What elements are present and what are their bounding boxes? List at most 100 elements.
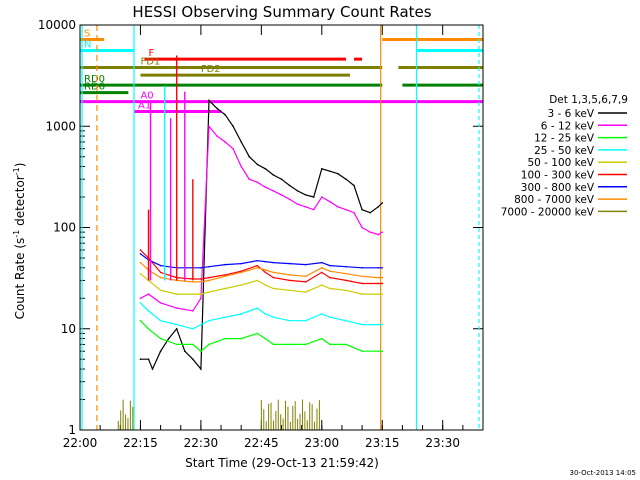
data-point [345, 319, 347, 322]
y-tick-label: 100 [53, 221, 76, 235]
data-point [139, 272, 142, 275]
x-tick-label: 22:45 [244, 436, 279, 450]
data-point [240, 165, 242, 168]
data-point [345, 279, 347, 282]
data-point [232, 147, 234, 150]
data-point [192, 310, 194, 312]
data-point [208, 276, 210, 279]
data-point [200, 278, 202, 280]
data-point [288, 262, 291, 265]
data-point [224, 274, 226, 276]
data-point [361, 266, 363, 269]
data-point [192, 343, 194, 346]
data-point [345, 178, 347, 180]
legend-label: 3 - 6 keV [547, 108, 594, 120]
data-point [256, 259, 259, 262]
data-point [224, 275, 226, 278]
data-point [345, 289, 347, 292]
data-point [345, 265, 347, 268]
data-point [377, 233, 380, 236]
data-point [175, 343, 178, 346]
data-point [280, 178, 283, 180]
data-point [256, 332, 259, 335]
legend-label: 50 - 100 keV [527, 157, 594, 169]
data-point [329, 276, 331, 279]
data-point [377, 323, 380, 326]
data-point [224, 287, 226, 290]
legend-label: 25 - 50 keV [534, 145, 595, 157]
data-point [264, 271, 267, 274]
data-point [288, 198, 291, 201]
flag-label: RD6 [84, 82, 105, 93]
data-point [208, 343, 210, 346]
data-point [264, 269, 267, 271]
data-point [381, 276, 384, 279]
data-point [381, 202, 384, 204]
data-point [337, 172, 339, 175]
data-point [288, 289, 291, 292]
data-point [139, 252, 142, 255]
y-tick-label: 1 [68, 423, 76, 437]
data-point [159, 276, 162, 279]
data-point [139, 358, 142, 361]
data-point [159, 271, 162, 274]
series-line [140, 253, 383, 269]
data-point [321, 284, 323, 286]
chart-title: HESSI Observing Summary Count Rates [132, 3, 431, 21]
data-point [224, 316, 226, 319]
data-point [312, 196, 315, 198]
data-point [321, 196, 323, 198]
data-point [175, 307, 178, 309]
data-point [272, 287, 275, 290]
series-line [140, 98, 383, 371]
data-point [272, 271, 275, 274]
data-point [240, 337, 242, 340]
data-point [381, 266, 384, 269]
x-tick-label: 23:30 [425, 436, 460, 450]
data-point [304, 319, 307, 322]
data-point [224, 263, 226, 266]
data-point [337, 206, 339, 208]
data-point [175, 323, 178, 326]
data-point [272, 174, 275, 176]
data-point [175, 327, 178, 330]
data-point [248, 178, 251, 180]
data-point [288, 319, 291, 322]
legend-label: 800 - 7000 keV [514, 194, 595, 206]
data-point [151, 368, 154, 370]
data-point [381, 293, 384, 295]
data-point [329, 316, 331, 319]
data-point [377, 206, 380, 208]
legend-title: Det 1,3,5,6,7,9 [549, 94, 628, 106]
data-point [361, 275, 363, 278]
data-point [381, 231, 384, 233]
legend-label: 12 - 25 keV [534, 133, 595, 145]
data-point [272, 276, 275, 279]
data-point [321, 271, 323, 274]
data-point [345, 343, 347, 346]
series-line [139, 262, 383, 283]
data-point [147, 358, 150, 361]
data-point [381, 350, 384, 353]
data-point [208, 319, 210, 322]
data-point [272, 316, 275, 319]
data-point [345, 208, 347, 211]
data-point [232, 125, 234, 128]
data-point [208, 99, 210, 102]
flag-label: RD0 [84, 74, 105, 85]
data-point [139, 297, 142, 300]
data-point [353, 184, 355, 187]
data-point [216, 135, 218, 137]
data-point [377, 266, 380, 269]
data-point [200, 350, 202, 353]
data-point [361, 282, 363, 285]
data-point [147, 310, 150, 312]
data-point [200, 323, 202, 326]
data-point [240, 141, 242, 143]
data-point [264, 337, 267, 340]
data-point [280, 194, 283, 196]
data-point [183, 350, 186, 353]
